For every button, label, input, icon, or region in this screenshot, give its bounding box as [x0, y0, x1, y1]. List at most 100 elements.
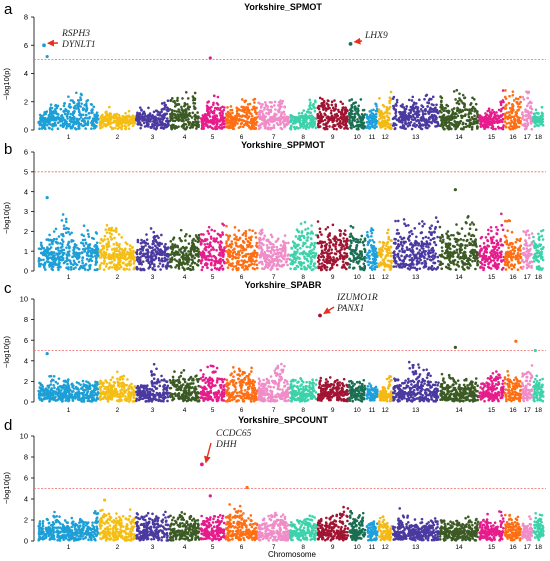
snp-point [105, 262, 109, 266]
snp-point [269, 119, 272, 123]
snp-point [360, 112, 364, 116]
snp-point [377, 111, 381, 114]
snp-point [469, 112, 473, 115]
snp-point [541, 114, 544, 118]
snp-point [369, 125, 372, 129]
snp-point [48, 243, 51, 246]
snp-point [175, 264, 179, 267]
snp-point [341, 102, 344, 106]
snp-point [282, 240, 285, 243]
snp-point [310, 258, 313, 262]
snp-point [37, 247, 41, 250]
snp-point [408, 123, 412, 127]
snp-point [430, 121, 434, 125]
snp-point [352, 102, 355, 105]
snp-point [460, 116, 464, 119]
snp-point [68, 232, 72, 236]
snp-point [320, 102, 324, 106]
snp-point [216, 121, 219, 125]
snp-point [129, 259, 132, 263]
snp-point [274, 108, 277, 111]
snp-point [308, 266, 312, 270]
snp-point [342, 244, 345, 248]
significant-snp-point [348, 41, 353, 46]
snp-point [283, 125, 286, 129]
snp-point [251, 127, 255, 130]
snp-point [303, 220, 307, 224]
snp-point [103, 260, 106, 263]
snp-point [86, 120, 90, 123]
snp-point [140, 115, 143, 119]
snp-point [136, 255, 139, 259]
snp-point [206, 123, 209, 127]
snp-point [302, 109, 306, 112]
snp-point [300, 230, 304, 233]
snp-point [485, 123, 488, 127]
snp-point [107, 228, 111, 232]
snp-point [333, 124, 337, 127]
snp-point [387, 107, 391, 111]
y-tick-label: 4 [24, 69, 28, 78]
snp-point [109, 261, 113, 265]
snp-point [110, 229, 113, 232]
snp-point [527, 116, 530, 120]
snp-point [506, 116, 509, 119]
snp-point [325, 102, 329, 105]
snp-point [530, 107, 534, 111]
snp-point [125, 252, 129, 256]
snp-point [411, 95, 415, 99]
snp-point [65, 115, 69, 118]
snp-point [93, 113, 96, 117]
snp-point [235, 118, 239, 122]
snp-point [41, 117, 44, 121]
snp-point [344, 122, 348, 125]
snp-point [458, 92, 461, 95]
snp-point [80, 233, 84, 236]
snp-point [501, 99, 505, 102]
snp-point [503, 120, 507, 123]
snp-point [187, 107, 191, 111]
snp-point [243, 110, 246, 114]
snp-point [206, 242, 209, 246]
snp-point [285, 257, 289, 261]
chromosome-label: 5 [211, 134, 215, 141]
snp-point [333, 99, 336, 102]
snp-point [126, 262, 129, 266]
snp-point [432, 103, 435, 107]
snp-point [79, 116, 83, 119]
snp-point [51, 242, 54, 246]
snp-point [499, 103, 503, 107]
snp-point [148, 245, 152, 249]
snp-point [473, 98, 476, 101]
snp-point [421, 105, 425, 109]
snp-point [105, 223, 109, 227]
snp-point [246, 124, 250, 127]
snp-point [196, 111, 199, 114]
snp-point [471, 122, 475, 126]
snp-point [457, 102, 461, 106]
snp-point [444, 106, 447, 110]
snp-point [313, 262, 317, 265]
snp-point [257, 127, 261, 131]
snp-point [266, 120, 269, 123]
snp-point [526, 104, 529, 108]
snp-point [153, 264, 156, 268]
snp-point [87, 235, 91, 238]
snp-point [153, 120, 156, 124]
snp-point [61, 258, 65, 261]
snp-point [497, 115, 501, 119]
snp-point [253, 97, 257, 101]
y-tick-label: 1 [24, 247, 28, 256]
snp-point [394, 123, 398, 127]
snp-point [144, 256, 148, 259]
snp-point [199, 241, 203, 244]
snp-point [174, 115, 177, 119]
snp-point [81, 256, 84, 260]
snp-point [90, 109, 93, 112]
snp-point [61, 213, 65, 216]
snp-point [255, 251, 259, 255]
snp-point [262, 237, 266, 240]
snp-point [201, 265, 205, 269]
chromosome-label: 4 [183, 134, 187, 141]
